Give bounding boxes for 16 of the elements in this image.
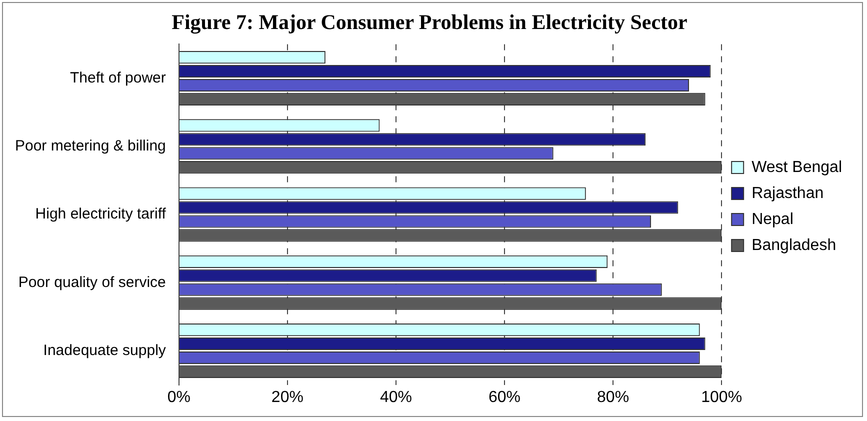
x-tick-label: 0% [167,388,190,406]
chart-title: Figure 7: Major Consumer Problems in Electricity Sector [172,10,688,34]
legend-label: Nepal [752,210,794,228]
legend-label: Bangladesh [752,236,836,254]
y-tick-label: Poor metering & billing [14,138,166,155]
y-tick-label: Inadequate supply [43,342,166,359]
x-tick-label: 100% [701,388,742,406]
legend-label: Rajasthan [752,184,824,202]
legend-label: West Bengal [752,158,842,176]
x-tick-label: 20% [271,388,304,406]
x-tick-label: 40% [380,388,412,406]
x-tick-label: 80% [597,388,630,406]
y-tick-label: Theft of power [70,69,166,86]
y-tick-label: High electricity tariff [35,206,167,223]
x-tick-label: 60% [488,388,521,406]
y-tick-label: Poor quality of service [18,274,166,291]
